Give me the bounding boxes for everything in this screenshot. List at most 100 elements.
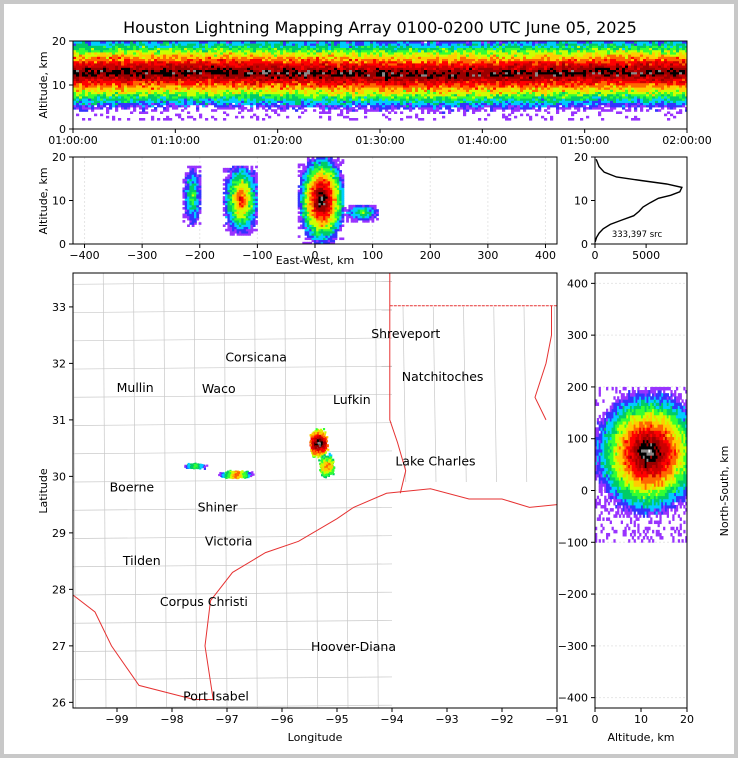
p1-density-cell [214,43,218,46]
p1-density-cell [385,82,389,86]
p1-density-cell [109,69,113,73]
p1-density-cell [97,58,101,62]
p1-density-cell [211,102,215,106]
p1-density-cell [268,49,272,53]
p1-density-cell [73,49,77,53]
p1-density-cell [199,100,203,103]
p1-density-cell [214,54,218,57]
p1-density-cell [409,60,413,64]
p1-density-cell [121,87,125,90]
p1-density-cell [103,60,107,64]
p1-density-cell [349,58,353,62]
p1-density-cell [373,96,377,99]
p1-density-cell [184,69,188,73]
p1-density-cell [436,87,440,90]
p1-density-cell [139,107,143,110]
p1-density-cell [118,60,122,64]
p1-density-cell [526,56,530,59]
p1-density-cell [232,76,236,79]
p1-density-cell [382,65,386,68]
p1-density-cell [448,78,452,81]
p1-density-cell [511,96,515,99]
p1-density-cell [472,41,476,44]
p1-density-cell [376,76,380,79]
p1-density-cell [520,87,524,90]
p1-density-cell [535,58,539,62]
p1-density-cell [535,102,539,106]
p1-density-cell [544,109,548,112]
p1-density-cell [265,98,269,101]
p1-density-cell [268,115,272,119]
p1-density-cell [436,98,440,101]
p1-density-cell [259,91,263,95]
p1-density-cell [475,82,479,86]
p1-density-cell [289,60,293,64]
p1-density-cell [232,78,236,81]
p1-density-cell [145,89,149,92]
p1-density-cell [133,71,137,75]
p1-density-cell [247,98,251,101]
p1-density-cell [361,60,365,64]
p1-density-cell [280,89,284,92]
p1-density-cell [502,82,506,86]
p1-density-cell [151,93,155,97]
p1-density-cell [376,78,380,81]
p1-density-cell [493,96,497,99]
p1-density-cell [460,65,464,68]
p1-density-cell [241,58,245,62]
p1-density-cell [430,80,434,84]
p1-density-cell [409,98,413,101]
p1-density-cell [139,47,143,51]
p1-density-cell [106,82,110,86]
p1-density-cell [460,52,464,55]
p1-density-cell [94,87,98,90]
p1-density-cell [505,74,509,77]
p1-density-cell [133,63,137,66]
p1-density-cell [358,60,362,64]
p1-density-cell [133,58,137,62]
p1-density-cell [115,56,119,59]
p1-density-cell [115,43,119,46]
p1-density-cell [355,91,359,95]
p1-density-cell [520,49,524,53]
p1-density-cell [376,82,380,86]
p1-density-cell [505,67,509,70]
p1-density-cell [355,109,359,112]
p1-density-cell [232,52,236,55]
p1-density-cell [292,52,296,55]
p1-density-cell [109,102,113,106]
p1-density-cell [190,85,194,88]
p1-density-cell [85,87,89,90]
p1-density-cell [76,54,80,57]
p1-density-cell [307,65,311,68]
p1-density-cell [130,100,134,103]
p1-density-cell [454,93,458,97]
p1-density-cell [376,96,380,99]
p1-density-cell [115,82,119,86]
p1-density-cell [100,63,104,66]
p1-density-cell [115,107,119,110]
p1-density-cell [517,60,521,64]
p1-density-cell [523,65,527,68]
p1-density-cell [187,71,191,75]
p1-density-cell [139,67,143,70]
p1-density-cell [541,45,545,48]
p1-density-cell [268,107,272,110]
p1-density-cell [196,69,200,73]
p1-density-cell [94,71,98,75]
p1-density-cell [205,56,209,59]
p1-density-cell [241,65,245,68]
p1-density-cell [343,78,347,81]
p1-density-cell [520,91,524,95]
p1-density-cell [259,96,263,99]
p1-density-cell [394,104,398,108]
p1-density-cell [451,41,455,44]
p1-density-cell [181,104,185,108]
p1-density-cell [79,87,83,90]
p1-density-cell [127,89,131,92]
p1-density-cell [241,82,245,86]
p1-density-cell [409,71,413,75]
p1-density-cell [250,89,254,92]
p1-density-cell [457,100,461,103]
p1-density-cell [397,65,401,68]
